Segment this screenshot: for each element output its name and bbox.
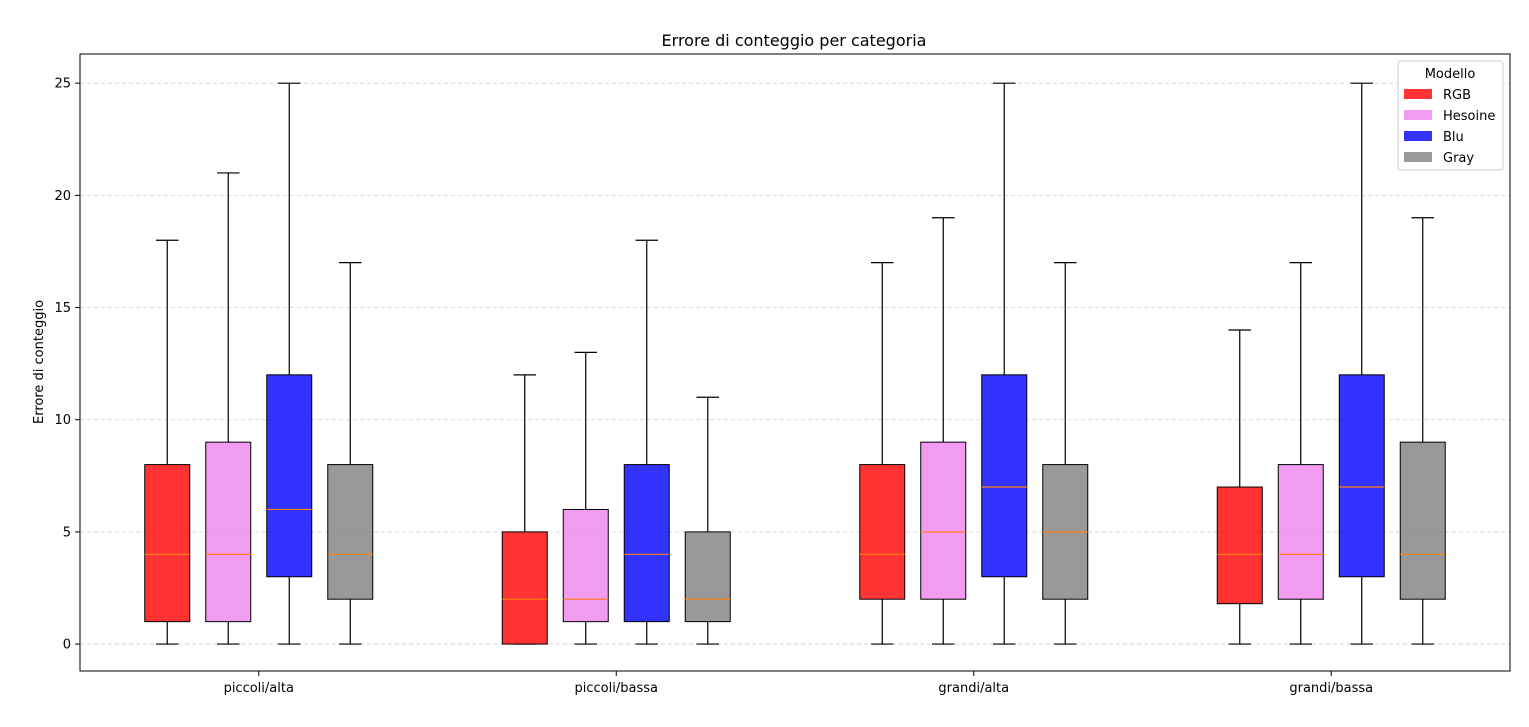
box-gray [327,464,374,600]
box-blu [981,374,1028,578]
legend-title: Modello [1425,67,1476,82]
legend-label-hesoine: Hesoine [1443,109,1495,124]
box-rgb [501,531,548,645]
axes: 0 5 10 15 20 25 piccoli/alta piccoli/bassa grand… [54,77,1373,696]
box-rgb [144,464,191,623]
box-blu [266,374,313,578]
legend: Modello RGB Hesoine Blu Gray [1397,60,1504,171]
chart-title: Errore di conteggio per categoria [662,31,927,50]
x-tick-label: piccoli/alta [224,681,294,696]
box-hesoine [205,441,252,623]
box-rgb [1216,486,1263,605]
legend-swatch-blu [1404,131,1432,141]
x-tick-label: grandi/alta [938,681,1009,696]
box-gray [1399,441,1446,600]
y-tick-label: 15 [54,301,71,316]
box-rgb [859,464,906,600]
y-tick-label: 10 [54,413,71,428]
y-tick-label: 5 [63,525,71,540]
box-blu [1338,374,1385,578]
box-gray [684,531,731,623]
legend-swatch-rgb [1404,89,1432,99]
legend-label-gray: Gray [1443,151,1474,166]
box-hesoine [920,441,967,600]
box-hesoine [562,508,609,623]
x-tick-label: piccoli/bassa [575,681,658,696]
boxes [144,82,1446,645]
legend-label-rgb: RGB [1443,88,1471,103]
x-tick-label: grandi/bassa [1289,681,1373,696]
legend-swatch-gray [1404,152,1432,162]
legend-frame [1397,60,1504,171]
y-axis-label: Errore di conteggio [32,300,47,424]
grid [80,82,1510,645]
y-tick-label: 25 [54,77,71,92]
y-tick-label: 0 [63,638,71,653]
plot-frame [79,53,1511,672]
y-tick-label: 20 [54,189,71,204]
box-blu [623,464,670,623]
legend-label-blu: Blu [1443,130,1464,145]
legend-swatch-hesoine [1404,110,1432,120]
box-hesoine [1277,464,1324,600]
